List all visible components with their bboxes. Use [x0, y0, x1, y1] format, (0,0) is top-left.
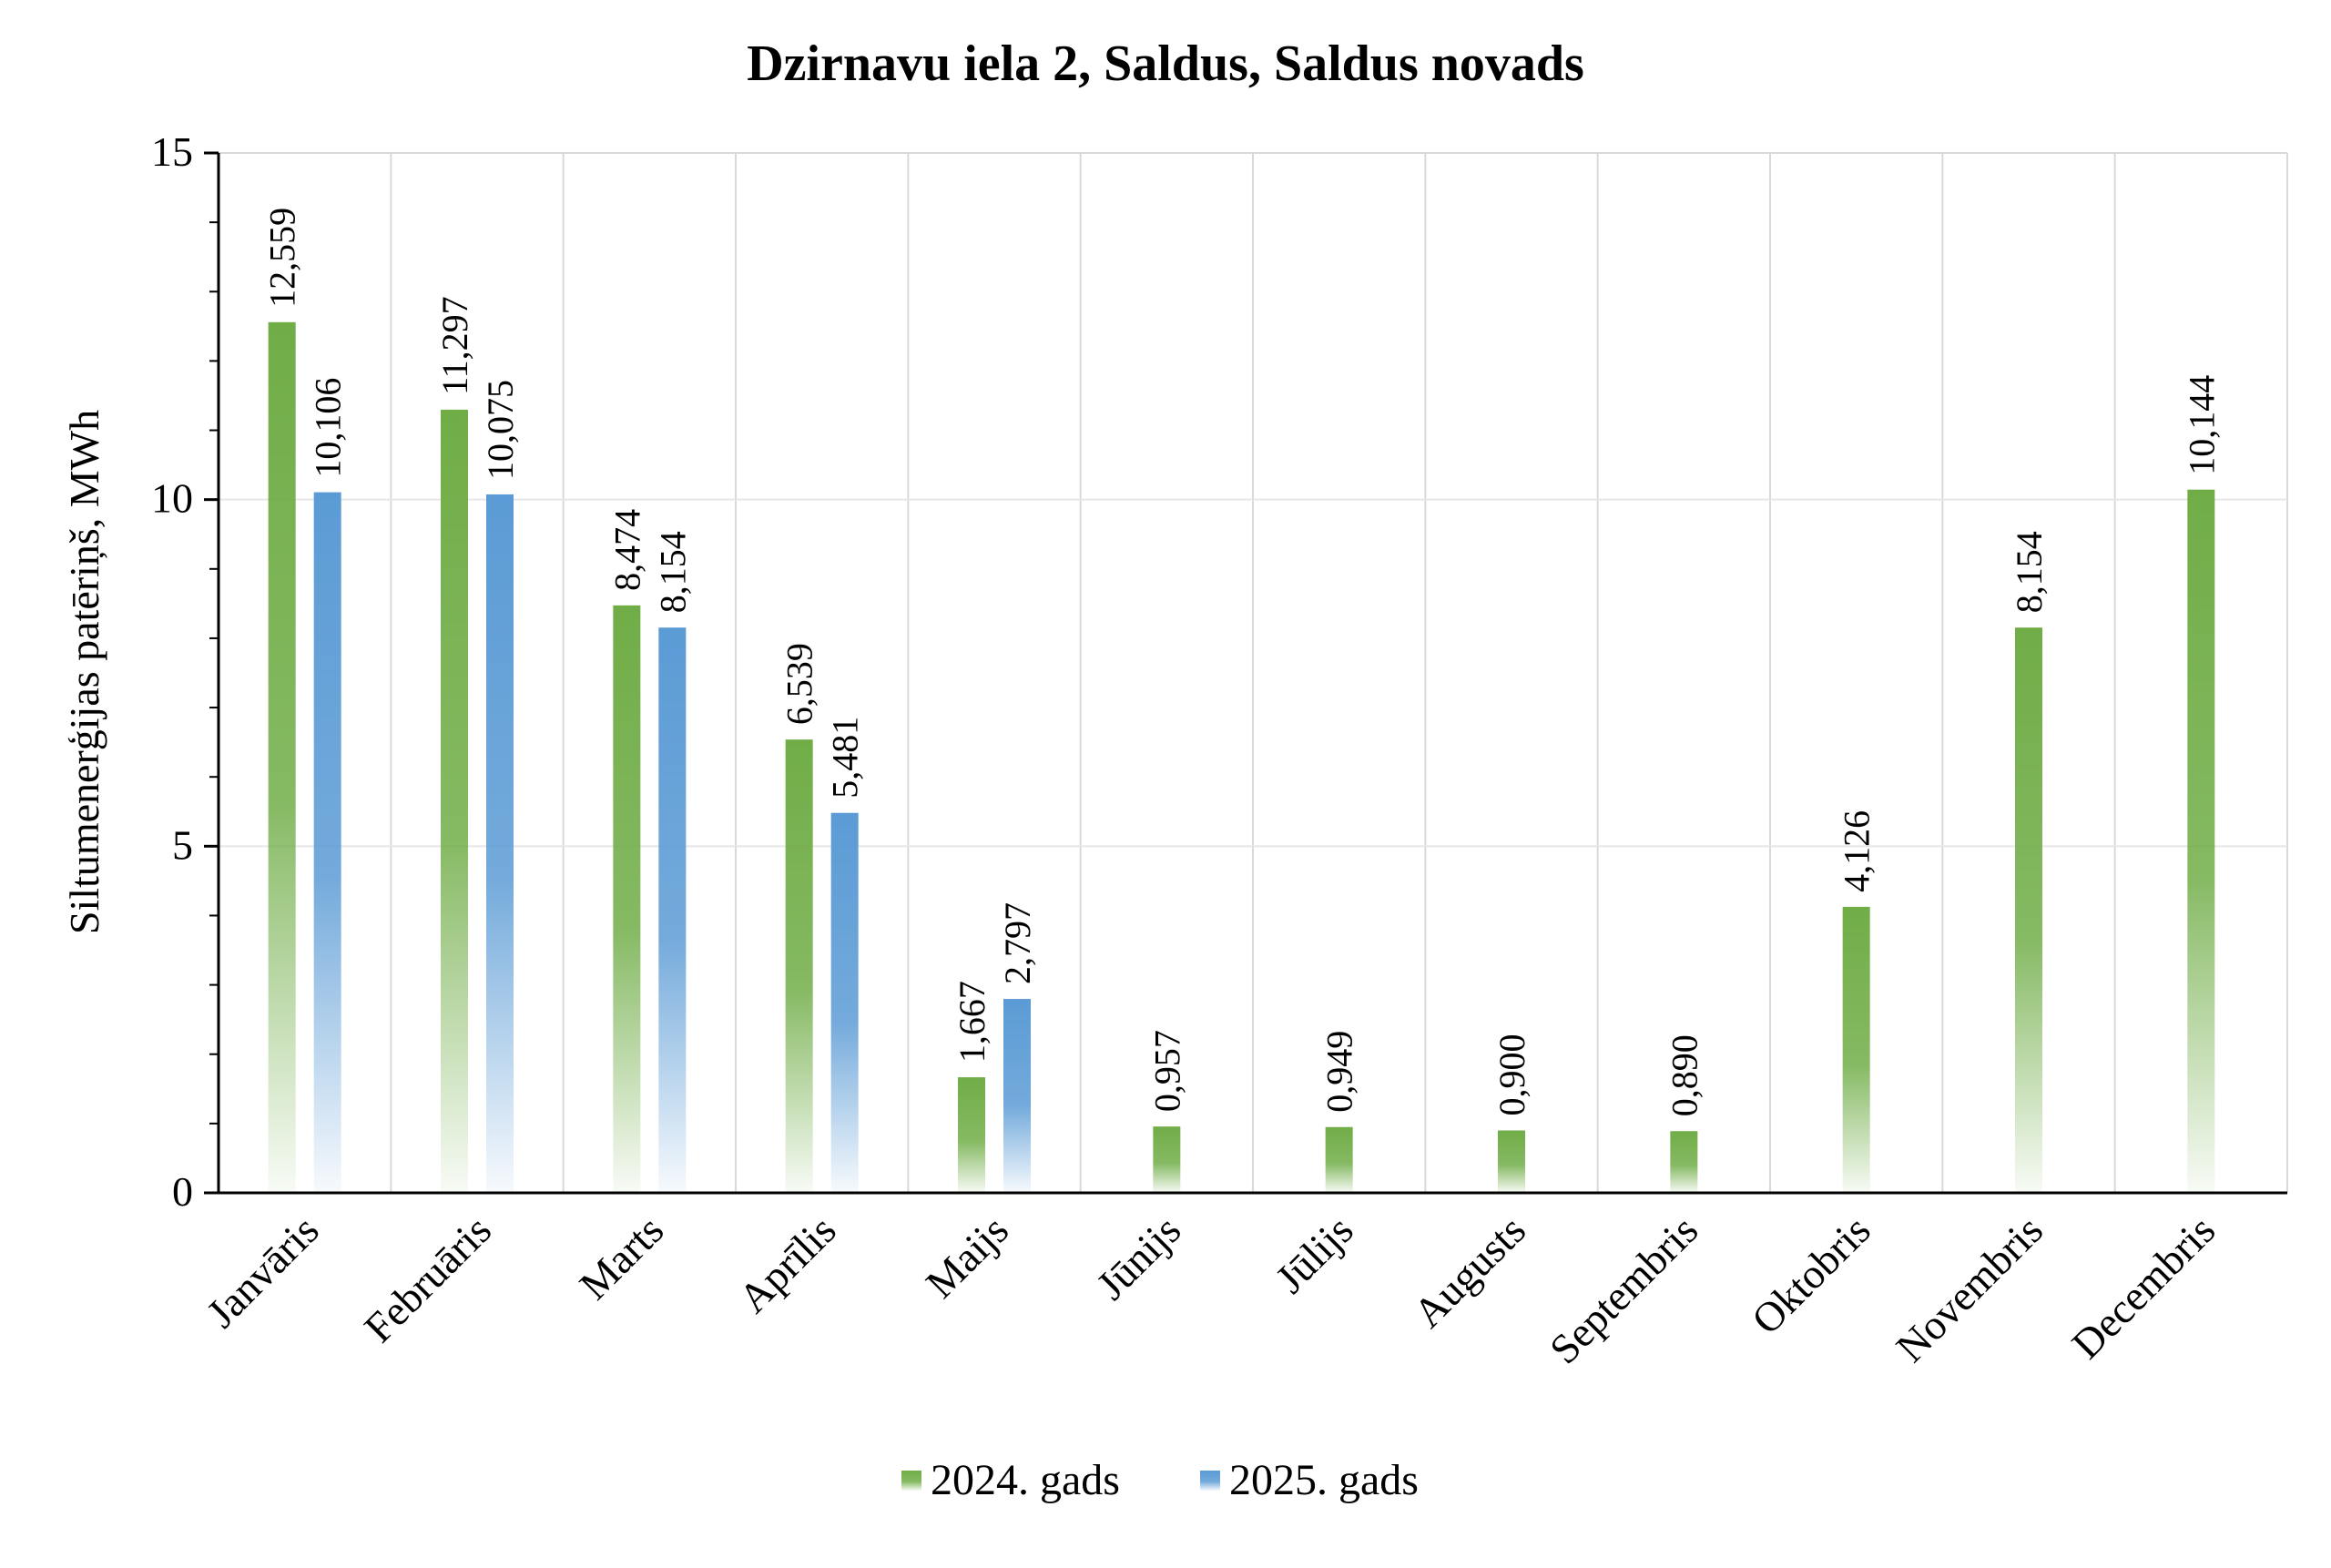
y-axis-title: Siltumenerģijas patēriņš, MWh — [61, 410, 107, 934]
bar-series-2-Janvāris — [313, 492, 341, 1193]
y-tick-label: 0 — [172, 1168, 193, 1215]
y-tick-label: 15 — [151, 128, 193, 175]
x-category-label: Februāris — [355, 1207, 500, 1351]
bar-series-1-Novembris — [2015, 627, 2042, 1193]
data-label: 12,559 — [262, 208, 303, 308]
bar-series-2-Marts — [658, 627, 687, 1193]
x-category-label: Marts — [570, 1207, 672, 1308]
data-label: 0,890 — [1664, 1034, 1705, 1116]
data-label: 10,106 — [308, 378, 349, 478]
gridlines — [219, 152, 2288, 1193]
x-category-label: Oktobris — [1743, 1207, 1879, 1343]
bar-series-1-Septembris — [1670, 1131, 1698, 1193]
x-category-label: Decembris — [2062, 1207, 2224, 1368]
x-category-label: Jūlijs — [1267, 1207, 1362, 1302]
data-label: 6,539 — [779, 643, 820, 725]
chart-title: Dzirnavu iela 2, Saldus, Saldus novads — [747, 36, 1584, 92]
legend-item: 2025. gads — [1200, 1456, 1419, 1504]
x-category-label: Jūnijs — [1087, 1207, 1189, 1308]
bar-series-2-Februāris — [486, 494, 514, 1193]
bar-series-2-Aprīlis — [830, 812, 859, 1193]
legend-label: 2024. gads — [931, 1456, 1120, 1504]
data-label: 1,667 — [952, 981, 992, 1063]
data-label: 5,481 — [825, 717, 866, 799]
data-labels: 12,559 11,297 8,474 6,539 1,667 0,957 0,949 0,9… — [262, 208, 2223, 1116]
y-tick-label: 10 — [151, 475, 193, 522]
y-tick-label: 5 — [172, 821, 193, 868]
legend: 2024. gads 2025. gads — [901, 1456, 1419, 1504]
x-category-label: Augusts — [1404, 1207, 1534, 1337]
bar-series-1-Marts — [613, 605, 641, 1193]
legend-label: 2025. gads — [1229, 1456, 1419, 1504]
bar-series-1-Februāris — [441, 409, 468, 1193]
bar-series-1-Oktobris — [1842, 906, 1870, 1193]
bars — [268, 321, 2215, 1194]
data-label: 0,957 — [1146, 1030, 1187, 1112]
data-label: 8,154 — [2009, 531, 2050, 613]
data-label: 8,474 — [606, 509, 647, 591]
bar-series-1-Jūlijs — [1325, 1126, 1353, 1193]
data-label: 0,949 — [1319, 1031, 1360, 1113]
bar-series-1-Augusts — [1498, 1130, 1525, 1193]
bar-series-1-Janvāris — [268, 321, 296, 1194]
x-category-label: Janvāris — [198, 1207, 328, 1337]
data-label: 2,797 — [997, 902, 1038, 984]
legend-item: 2024. gads — [901, 1456, 1120, 1504]
x-category-label: Maijs — [917, 1207, 1017, 1307]
bar-series-1-Aprīlis — [785, 739, 813, 1193]
data-label: 0,900 — [1491, 1033, 1532, 1115]
bar-series-1-Decembris — [2187, 489, 2215, 1193]
data-label: 10,075 — [480, 380, 521, 480]
legend-swatch — [1200, 1471, 1220, 1491]
bar-series-2-Maijs — [1003, 999, 1031, 1193]
x-category-label: Aprīlis — [729, 1207, 844, 1321]
bar-series-1-Jūnijs — [1153, 1126, 1181, 1193]
x-category-label: Novembris — [1887, 1207, 2051, 1371]
data-label: 11,297 — [434, 296, 475, 395]
legend-swatch — [901, 1471, 921, 1491]
bar-series-1-Maijs — [958, 1077, 985, 1193]
data-label: 10,144 — [2181, 375, 2222, 475]
data-label: 4,126 — [1837, 810, 1878, 892]
x-category-label: Septembris — [1541, 1207, 1706, 1372]
data-label: 8,154 — [652, 531, 693, 613]
